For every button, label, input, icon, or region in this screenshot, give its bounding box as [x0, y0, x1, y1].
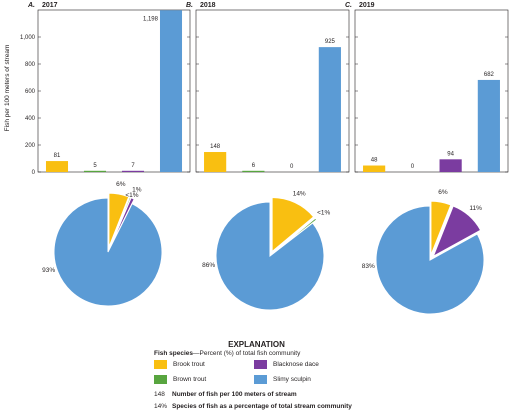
bar-value-label-blacknose-dace: 7 — [131, 163, 135, 169]
pie-label-brown-trout: <1% — [125, 192, 138, 199]
panel-year: 2019 — [359, 2, 375, 9]
pie-label-blacknose-dace: 1% — [132, 186, 142, 193]
bar-value-label-slimy-sculpin: 1,198 — [143, 16, 159, 22]
legend-note-count: 148 Number of fish per 100 meters of stre… — [154, 391, 297, 398]
bar-value-label-brook-trout: 81 — [54, 153, 61, 159]
bar-value-label-blacknose-dace: 94 — [447, 151, 454, 157]
bar-brook-trout — [45, 161, 69, 172]
bar-value-label-brown-trout: 0 — [411, 164, 415, 170]
bar-slimy-sculpin — [318, 47, 341, 172]
legend-subtitle: Fish species—Percent (%) of total fish c… — [154, 350, 300, 357]
y-axis-label: Fish per 100 meters of stream — [4, 45, 11, 132]
pie-label-brook-trout: 6% — [438, 189, 448, 196]
legend-label: Brook trout — [173, 361, 205, 368]
bar-value-label-slimy-sculpin: 682 — [484, 72, 495, 78]
note-key: 14% — [154, 403, 168, 410]
note-text: Species of fish as a percentage of total… — [172, 403, 352, 410]
pie-slice-slimy-sculpin — [215, 201, 325, 311]
bar-value-label-slimy-sculpin: 925 — [325, 39, 336, 45]
bar-value-label-brook-trout: 148 — [210, 144, 221, 150]
brook-trout-swatch — [154, 360, 167, 369]
y-tick-label: 0 — [32, 170, 36, 176]
panel-letter: B. — [186, 2, 193, 9]
y-tick-label: 1,000 — [20, 35, 36, 41]
legend-label: Slimy sculpin — [273, 376, 311, 383]
y-tick-label: 200 — [25, 143, 36, 149]
pie-label-brook-trout: 14% — [293, 190, 306, 197]
pie-label-slimy-sculpin: 86% — [202, 262, 215, 269]
y-tick-label: 600 — [25, 89, 36, 95]
bar-blacknose-dace — [121, 170, 145, 172]
legend-item-brown-trout: Brown trout — [154, 375, 206, 384]
note-text: Number of fish per 100 meters of stream — [172, 391, 297, 398]
bar-brown-trout — [242, 170, 265, 172]
bar-panel-2018: B. 2018 148 6 0 925 — [186, 2, 350, 173]
pie-charts: 6% 1% 93% <1% 14% <1% 86% 6% 11% 83% — [42, 181, 485, 315]
pie-label-brook-trout: 6% — [116, 181, 126, 188]
legend-label: Blacknose dace — [273, 361, 319, 368]
blacknose-dace-swatch — [254, 360, 267, 369]
slimy-sculpin-swatch — [254, 375, 267, 384]
legend-item-slimy-sculpin: Slimy sculpin — [254, 375, 311, 384]
legend-title: EXPLANATION — [228, 340, 285, 349]
legend-item-blacknose-dace: Blacknose dace — [254, 360, 319, 369]
bar-slimy-sculpin — [159, 10, 183, 172]
bar-value-label-brown-trout: 5 — [93, 163, 97, 169]
bar-brook-trout — [204, 152, 227, 172]
pie-slice-brook-trout — [271, 196, 315, 253]
bar-brook-trout — [363, 165, 386, 172]
brown-trout-swatch — [154, 375, 167, 384]
panel-year: 2018 — [200, 2, 216, 9]
panel-letter: A. — [27, 2, 35, 9]
pie-slice-brook-trout — [108, 192, 130, 248]
bar-value-label-blacknose-dace: 0 — [290, 164, 294, 170]
pie-slice-brook-trout — [430, 200, 452, 256]
pie-slice-slimy-sculpin — [53, 197, 163, 307]
panel-letter: C. — [345, 2, 352, 9]
bar-brown-trout — [83, 170, 107, 172]
bar-panel-2019: C. 2019 48 0 94 682 — [345, 2, 509, 173]
bar-value-label-brown-trout: 6 — [252, 163, 256, 169]
pie-2017: 6% 1% 93% <1% — [42, 181, 163, 307]
pie-2018: 14% <1% 86% — [202, 190, 331, 311]
legend-item-brook-trout: Brook trout — [154, 360, 205, 369]
y-tick-label: 800 — [25, 62, 36, 68]
pie-label-blacknose-dace: 11% — [469, 205, 482, 212]
bar-blacknose-dace — [439, 159, 462, 172]
pie-slice-blacknose-dace — [432, 205, 482, 258]
pie-label-brown-trout: <1% — [317, 210, 330, 217]
legend-label: Brown trout — [173, 376, 207, 383]
legend-subtitle-bold: Fish species — [154, 350, 194, 357]
legend-note-percent: 14% Species of fish as a percentage of to… — [154, 403, 352, 410]
pie-label-slimy-sculpin: 83% — [362, 263, 375, 270]
bar-value-label-brook-trout: 48 — [371, 158, 378, 164]
panel-year: 2017 — [42, 2, 58, 9]
bar-panel-2017: A. 2017 0 200 400 600 800 1,000 81 5 7 1,198 — [20, 2, 191, 176]
bar-slimy-sculpin — [477, 79, 500, 172]
note-key: 148 — [154, 391, 165, 398]
y-tick-label: 400 — [25, 116, 36, 122]
pie-2019: 6% 11% 83% — [362, 189, 485, 315]
pie-slice-slimy-sculpin — [375, 205, 485, 315]
legend-subtitle-rest: —Percent (%) of total fish community — [193, 350, 301, 357]
pie-label-slimy-sculpin: 93% — [42, 267, 55, 274]
